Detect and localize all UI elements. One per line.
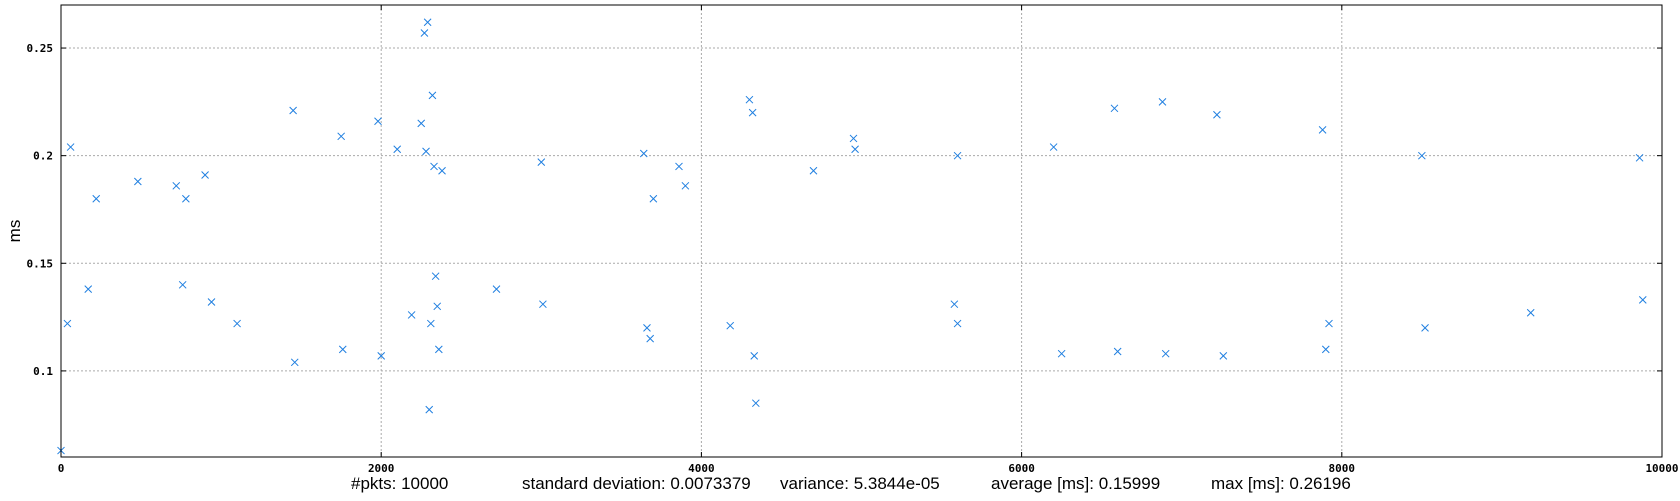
y-tick-label: 0.1 bbox=[33, 365, 53, 378]
data-point bbox=[1110, 104, 1119, 113]
data-point bbox=[537, 158, 546, 166]
data-point bbox=[430, 162, 438, 171]
data-point bbox=[646, 334, 655, 343]
data-point bbox=[438, 166, 446, 175]
x-tick-label: 0 bbox=[58, 462, 65, 475]
data-point bbox=[681, 181, 690, 190]
max: max [ms]: 0.26196 bbox=[1211, 474, 1351, 493]
data-point bbox=[950, 300, 959, 309]
data-point bbox=[1158, 98, 1167, 106]
data-point bbox=[851, 145, 859, 154]
data-point bbox=[953, 151, 962, 160]
y-axis-label: ms bbox=[5, 220, 24, 243]
data-point bbox=[133, 177, 142, 186]
data-point bbox=[1161, 349, 1170, 358]
data-point bbox=[1113, 347, 1122, 356]
data-points bbox=[57, 18, 1647, 455]
data-point bbox=[1421, 324, 1429, 332]
data-point bbox=[290, 358, 299, 367]
plot-frame bbox=[60, 4, 1663, 458]
x-tick-label: 4000 bbox=[688, 462, 715, 475]
data-point bbox=[172, 181, 181, 190]
data-point bbox=[953, 319, 962, 328]
data-point bbox=[338, 345, 347, 354]
data-point bbox=[374, 117, 382, 126]
x-tick-label: 10000 bbox=[1645, 462, 1678, 475]
data-point bbox=[207, 298, 216, 306]
data-point bbox=[745, 95, 754, 104]
standard-deviation: standard deviation: 0.0073379 bbox=[522, 474, 751, 493]
data-point bbox=[289, 106, 297, 115]
x-tick-label: 6000 bbox=[1008, 462, 1035, 475]
data-point bbox=[1219, 351, 1228, 360]
data-point bbox=[849, 134, 858, 143]
data-point bbox=[1321, 345, 1330, 354]
data-point bbox=[393, 145, 402, 154]
data-point bbox=[63, 319, 72, 328]
data-point bbox=[751, 399, 760, 408]
data-point bbox=[422, 147, 430, 156]
data-point bbox=[748, 108, 757, 117]
data-point bbox=[750, 351, 759, 360]
data-point bbox=[84, 285, 93, 293]
data-point bbox=[431, 272, 440, 281]
data-point bbox=[649, 194, 658, 203]
data-point bbox=[417, 119, 426, 128]
data-point bbox=[643, 324, 651, 332]
data-point bbox=[433, 302, 442, 311]
data-point bbox=[420, 29, 429, 37]
x-tick-label: 2000 bbox=[368, 462, 395, 475]
data-point bbox=[1049, 143, 1058, 151]
y-tick-label: 0.15 bbox=[27, 257, 54, 270]
variance: variance: 5.3844e-05 bbox=[780, 474, 940, 493]
data-point bbox=[1635, 153, 1644, 162]
data-point bbox=[92, 194, 101, 203]
average: average [ms]: 0.15999 bbox=[991, 474, 1161, 493]
data-point bbox=[539, 300, 547, 309]
packet-count: #pkts: 10000 bbox=[351, 474, 449, 493]
data-point bbox=[1318, 125, 1327, 134]
data-point bbox=[492, 285, 501, 293]
data-point bbox=[726, 321, 735, 330]
data-point bbox=[233, 319, 241, 328]
data-point bbox=[407, 311, 416, 319]
y-tick-label: 0.2 bbox=[33, 150, 53, 163]
data-point bbox=[1638, 296, 1647, 304]
data-point bbox=[178, 280, 187, 289]
data-point bbox=[425, 405, 434, 414]
data-point bbox=[337, 132, 346, 141]
data-point bbox=[1213, 110, 1221, 119]
data-point bbox=[1325, 319, 1333, 328]
data-point bbox=[1057, 349, 1066, 358]
data-point bbox=[377, 351, 386, 360]
axis-ticks: 0 2000 4000 6000 8000 10000 0.1 0.15 0.2 0.25 bbox=[27, 5, 1679, 475]
data-point bbox=[66, 143, 75, 151]
data-point bbox=[639, 149, 648, 158]
data-point bbox=[201, 171, 209, 179]
data-point bbox=[809, 166, 818, 175]
data-point bbox=[434, 345, 443, 354]
data-point bbox=[423, 18, 432, 27]
x-tick-label: 8000 bbox=[1329, 462, 1356, 475]
data-point bbox=[426, 319, 435, 328]
statistics-bar: #pkts: 10000 standard deviation: 0.00733… bbox=[0, 474, 1680, 500]
data-point bbox=[428, 91, 437, 100]
data-point bbox=[1526, 308, 1535, 317]
grid bbox=[61, 5, 1662, 457]
y-tick-label: 0.25 bbox=[27, 42, 54, 55]
data-point bbox=[1417, 151, 1426, 160]
data-point bbox=[675, 162, 683, 171]
data-point bbox=[182, 194, 190, 203]
